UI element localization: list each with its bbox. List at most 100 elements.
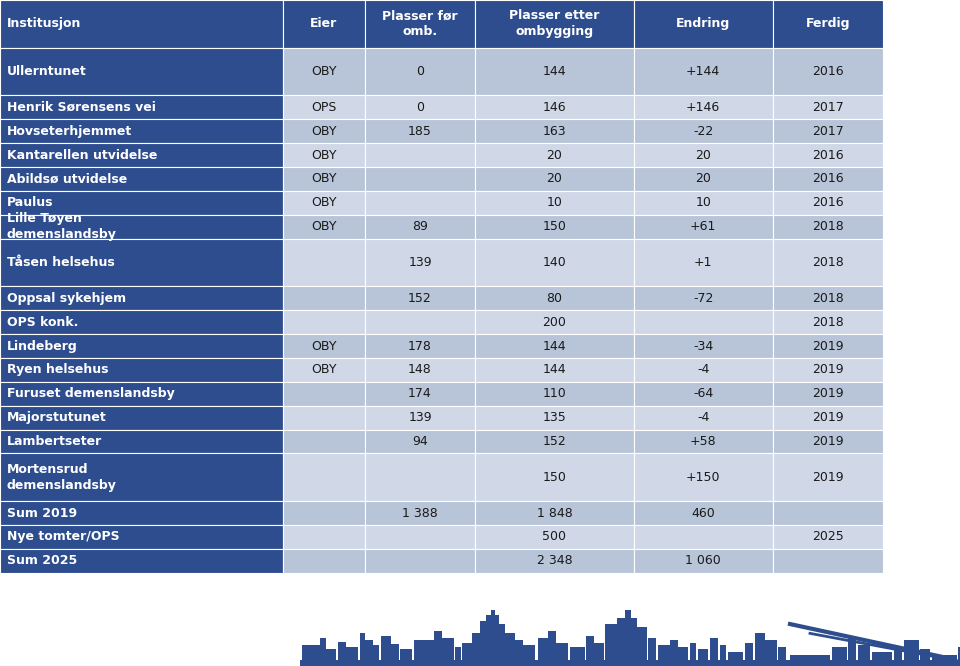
Text: 2016: 2016 bbox=[812, 149, 844, 162]
Bar bbox=[634, 382, 773, 406]
Bar bbox=[491, 610, 495, 666]
Bar bbox=[400, 649, 412, 666]
Bar bbox=[302, 645, 320, 666]
Text: 152: 152 bbox=[408, 292, 432, 305]
Bar bbox=[710, 638, 718, 666]
Bar bbox=[728, 652, 743, 666]
Bar bbox=[634, 286, 773, 310]
Bar bbox=[475, 549, 634, 573]
Bar bbox=[648, 638, 656, 666]
Bar bbox=[634, 214, 773, 238]
Bar bbox=[365, 501, 475, 525]
Bar bbox=[475, 525, 634, 549]
Bar bbox=[283, 167, 365, 191]
Text: OBY: OBY bbox=[311, 65, 337, 78]
Bar bbox=[0, 358, 283, 382]
Bar bbox=[958, 647, 960, 666]
Bar bbox=[594, 643, 604, 666]
Bar bbox=[346, 647, 358, 666]
Text: 140: 140 bbox=[542, 256, 566, 269]
Bar bbox=[634, 167, 773, 191]
Bar bbox=[472, 633, 480, 666]
Text: Majorstutunet: Majorstutunet bbox=[7, 411, 107, 424]
Text: 2017: 2017 bbox=[812, 125, 844, 138]
Text: 2016: 2016 bbox=[812, 196, 844, 209]
Bar bbox=[548, 631, 556, 666]
Bar bbox=[0, 334, 283, 358]
Bar bbox=[283, 358, 365, 382]
Text: Kantarellen utvidelse: Kantarellen utvidelse bbox=[7, 149, 157, 162]
Bar bbox=[326, 649, 336, 666]
Bar bbox=[0, 286, 283, 310]
Bar bbox=[283, 310, 365, 334]
Text: Endring: Endring bbox=[676, 17, 731, 31]
Bar bbox=[0, 501, 283, 525]
Bar bbox=[0, 454, 283, 501]
Bar bbox=[634, 501, 773, 525]
Text: 144: 144 bbox=[542, 364, 566, 376]
Bar bbox=[475, 430, 634, 454]
Text: Furuset demenslandsby: Furuset demenslandsby bbox=[7, 387, 175, 400]
Bar bbox=[773, 430, 883, 454]
Bar bbox=[634, 48, 773, 95]
Bar bbox=[283, 501, 365, 525]
Text: +150: +150 bbox=[686, 471, 720, 484]
Bar bbox=[283, 214, 365, 238]
Bar bbox=[773, 382, 883, 406]
Bar bbox=[505, 633, 515, 666]
Text: Lambertseter: Lambertseter bbox=[7, 435, 102, 448]
Text: Henrik Sørensens vei: Henrik Sørensens vei bbox=[7, 101, 156, 114]
Bar bbox=[365, 406, 475, 430]
Bar bbox=[631, 617, 637, 666]
Text: OBY: OBY bbox=[311, 149, 337, 162]
Text: 1 388: 1 388 bbox=[402, 507, 438, 519]
Bar bbox=[475, 334, 634, 358]
Bar bbox=[586, 636, 594, 666]
Bar bbox=[637, 627, 647, 666]
Bar bbox=[283, 48, 365, 95]
Text: 148: 148 bbox=[408, 364, 432, 376]
Bar bbox=[523, 645, 535, 666]
Text: OPS konk.: OPS konk. bbox=[7, 316, 78, 329]
Bar bbox=[634, 454, 773, 501]
Text: 2018: 2018 bbox=[812, 292, 844, 305]
Bar bbox=[455, 647, 461, 666]
Bar bbox=[475, 358, 634, 382]
Bar bbox=[0, 0, 283, 48]
Text: 2025: 2025 bbox=[812, 530, 844, 543]
Bar bbox=[475, 214, 634, 238]
Text: OBY: OBY bbox=[311, 196, 337, 209]
Bar bbox=[634, 549, 773, 573]
Bar bbox=[556, 643, 568, 666]
Bar bbox=[515, 640, 523, 666]
Text: 10: 10 bbox=[695, 196, 711, 209]
Text: OBY: OBY bbox=[311, 340, 337, 352]
Text: 460: 460 bbox=[691, 507, 715, 519]
Bar bbox=[538, 638, 548, 666]
Bar bbox=[365, 286, 475, 310]
Bar bbox=[848, 638, 856, 666]
Bar bbox=[283, 191, 365, 214]
Text: Abildsø utvidelse: Abildsø utvidelse bbox=[7, 172, 127, 186]
Text: 2017: 2017 bbox=[812, 101, 844, 114]
Bar bbox=[790, 655, 830, 666]
Bar bbox=[475, 119, 634, 143]
Text: 178: 178 bbox=[408, 340, 432, 352]
Bar bbox=[773, 286, 883, 310]
Text: 20: 20 bbox=[546, 149, 563, 162]
Text: 10: 10 bbox=[546, 196, 563, 209]
Text: 2016: 2016 bbox=[812, 65, 844, 78]
Text: -72: -72 bbox=[693, 292, 713, 305]
Text: 2019: 2019 bbox=[812, 340, 844, 352]
Bar bbox=[670, 640, 678, 666]
Bar bbox=[373, 645, 379, 666]
Bar bbox=[283, 454, 365, 501]
Bar bbox=[0, 525, 283, 549]
Bar bbox=[365, 119, 475, 143]
Text: OPS: OPS bbox=[311, 101, 337, 114]
Text: Eier: Eier bbox=[310, 17, 338, 31]
Bar bbox=[773, 119, 883, 143]
Text: 200: 200 bbox=[542, 316, 566, 329]
Text: Ryen helsehus: Ryen helsehus bbox=[7, 364, 108, 376]
Text: -4: -4 bbox=[697, 411, 709, 424]
